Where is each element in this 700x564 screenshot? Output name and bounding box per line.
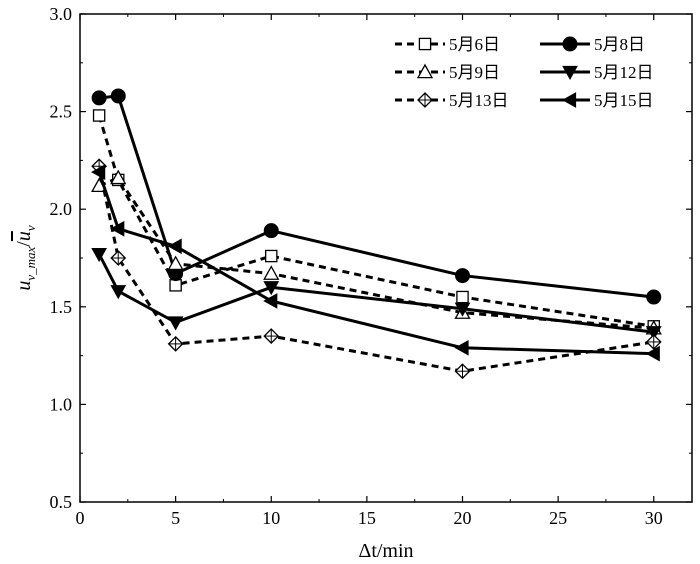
data-point [110,220,125,237]
series-line [97,165,654,373]
legend-marker [418,37,432,51]
x-tick-label: 5 [171,508,180,528]
legend-item-6: 5月15日 [540,91,654,110]
y-tick-label: 0.5 [50,492,73,512]
series-6 [91,164,660,362]
y-tick-label: 2.5 [50,102,73,122]
series-3 [91,169,662,335]
x-tick-label: 15 [358,508,376,528]
axis-ticks: 0 5 10 15 20 25 30 0.5 1.0 1.5 2.0 2.5 3.0 [50,4,692,528]
data-point [92,109,106,122]
x-tick-label: 25 [549,508,567,528]
data-point [263,281,280,296]
series-layer [91,88,662,380]
data-point [91,90,107,106]
data-point [167,255,184,271]
svg-text:uv_max/uv: uv_max/uv [13,225,38,291]
x-tick-label: 20 [454,508,472,528]
series-line [98,94,654,299]
y-axis-label: uv_max/uv [13,225,38,291]
legend-item-2: 5月8日 [540,35,645,54]
data-point [167,316,184,331]
data-point [91,247,107,263]
data-point [110,285,127,300]
legend: 5月6日 5月8日 5月9日 5月12日 5月13日 5月15日 [395,35,654,110]
x-tick-label: 30 [645,508,663,528]
y-tick-label: 3.0 [50,4,73,24]
series-4 [91,247,662,341]
data-point [110,88,126,104]
series-line [98,176,654,330]
legend-item-4: 5月12日 [540,63,654,82]
legend-item-3: 5月9日 [395,63,500,82]
legend-item-5: 5月13日 [395,91,509,110]
data-point [169,279,182,292]
data-point [455,268,470,284]
legend-label: 5月12日 [594,63,654,82]
data-point [91,164,106,180]
data-point [263,328,280,344]
data-point [263,265,280,280]
data-point [645,345,660,362]
legend-label: 5月15日 [594,91,654,110]
data-point [167,335,184,352]
x-axis-label: Δt/min [358,540,413,562]
data-point [454,363,471,380]
legend-marker [417,92,433,108]
data-point [454,302,471,317]
legend-marker [416,63,434,79]
x-tick-label: 10 [262,508,280,528]
x-tick-label: 0 [76,508,85,528]
y-tick-label: 2.0 [50,199,73,219]
legend-marker [561,92,577,108]
legend-item-1: 5月6日 [395,35,500,54]
legend-label: 5月13日 [449,91,509,110]
data-point [645,334,662,350]
series-line [97,253,654,334]
legend-label: 5月9日 [449,63,500,82]
data-point [646,289,662,305]
y-tick-label: 1.0 [50,394,73,414]
data-point [264,249,278,263]
series-2 [91,88,662,305]
data-point [454,339,469,356]
data-point [456,290,469,304]
data-point [110,250,127,266]
legend-marker [562,65,578,81]
legend-marker [562,36,578,52]
legend-label: 5月8日 [594,35,645,54]
data-point [263,293,278,309]
series-line [97,171,654,356]
data-point [645,326,662,341]
data-point [263,223,279,239]
data-point [110,169,127,185]
data-point [167,238,182,255]
legend-label: 5月6日 [449,35,500,54]
y-tick-label: 1.5 [50,297,73,317]
